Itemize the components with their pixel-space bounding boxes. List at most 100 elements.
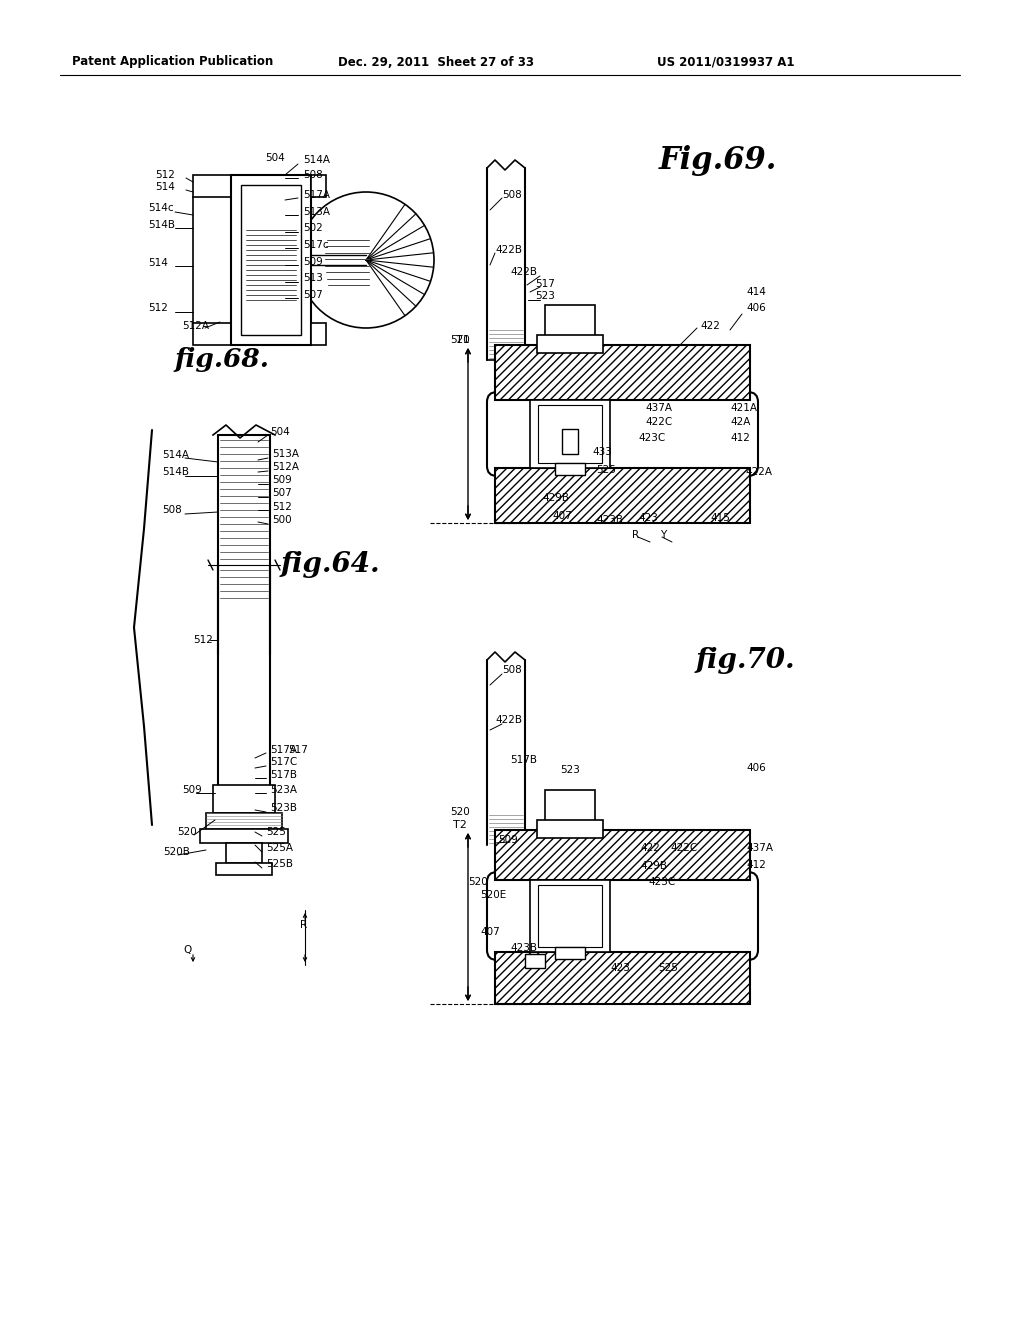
Text: 433: 433 (592, 447, 612, 457)
Bar (495, 469, 750, 523)
Bar (231, 176, 311, 345)
Text: 517A: 517A (270, 744, 297, 755)
Bar (213, 785, 275, 813)
Bar (241, 185, 301, 335)
Bar (495, 345, 750, 400)
Bar (200, 829, 288, 843)
Text: 508: 508 (303, 170, 323, 180)
Text: 422B: 422B (510, 267, 537, 277)
Text: 520: 520 (450, 335, 470, 345)
Text: 422A: 422A (745, 467, 772, 477)
Text: 517B: 517B (270, 770, 297, 780)
Text: 520: 520 (450, 807, 470, 817)
Text: 523A: 523A (270, 785, 297, 795)
Bar (206, 813, 282, 829)
Text: 422B: 422B (495, 246, 522, 255)
Bar (537, 335, 603, 352)
Bar (495, 830, 750, 880)
Bar (538, 884, 602, 946)
Bar (537, 820, 603, 838)
FancyBboxPatch shape (487, 392, 758, 477)
Text: Y: Y (660, 531, 667, 540)
Text: 407: 407 (552, 511, 571, 521)
Bar (530, 880, 610, 952)
Text: 500: 500 (272, 515, 292, 525)
Text: 523B: 523B (270, 803, 297, 813)
Text: 520E: 520E (480, 890, 506, 900)
Text: Patent Application Publication: Patent Application Publication (72, 55, 273, 69)
Bar (495, 952, 750, 1005)
Text: 423: 423 (610, 964, 630, 973)
Text: 514c: 514c (148, 203, 174, 213)
Bar (311, 323, 326, 345)
Text: 512: 512 (193, 635, 213, 645)
Text: 415: 415 (710, 513, 730, 523)
Text: 423C: 423C (638, 433, 666, 444)
Text: 423C: 423C (648, 876, 675, 887)
Text: 525: 525 (658, 964, 678, 973)
Text: US 2011/0319937 A1: US 2011/0319937 A1 (657, 55, 795, 69)
Text: 517c: 517c (303, 240, 329, 249)
Text: 517: 517 (288, 744, 308, 755)
Text: 429B: 429B (542, 492, 569, 503)
Text: 509: 509 (272, 475, 292, 484)
Text: 508: 508 (502, 190, 522, 201)
Text: 509: 509 (182, 785, 202, 795)
Text: 507: 507 (272, 488, 292, 498)
Text: 412: 412 (730, 433, 750, 444)
Text: Dec. 29, 2011  Sheet 27 of 33: Dec. 29, 2011 Sheet 27 of 33 (338, 55, 534, 69)
Text: 509: 509 (303, 257, 323, 267)
Text: 423B: 423B (510, 942, 537, 953)
Bar (311, 176, 326, 197)
Text: T1: T1 (456, 335, 470, 345)
Text: 514: 514 (155, 182, 175, 191)
Bar (530, 400, 610, 469)
Text: 520: 520 (468, 876, 487, 887)
Text: 437A: 437A (746, 843, 773, 853)
Bar (193, 323, 231, 345)
Text: 406: 406 (746, 304, 766, 313)
Text: 429B: 429B (640, 861, 667, 871)
Text: 525B: 525B (266, 859, 293, 869)
Text: 523: 523 (535, 290, 555, 301)
Text: 504: 504 (265, 153, 285, 162)
Text: 512A: 512A (182, 321, 209, 331)
Bar (562, 429, 578, 454)
Text: 513A: 513A (272, 449, 299, 459)
Text: 514B: 514B (162, 467, 189, 477)
Text: 523: 523 (560, 766, 580, 775)
Text: 509: 509 (498, 836, 518, 845)
Text: 437A: 437A (645, 403, 672, 413)
Text: 525: 525 (266, 828, 286, 837)
Text: 514A: 514A (303, 154, 330, 165)
Text: 422: 422 (700, 321, 720, 331)
Text: 514A: 514A (162, 450, 189, 459)
Bar (555, 946, 585, 960)
Text: 422B: 422B (495, 715, 522, 725)
Text: 422C: 422C (670, 843, 697, 853)
Text: 512: 512 (148, 304, 168, 313)
FancyBboxPatch shape (487, 873, 758, 960)
Bar (193, 176, 231, 197)
Text: 423: 423 (638, 513, 657, 523)
Text: Fig.69.: Fig.69. (658, 144, 777, 176)
Text: 414: 414 (746, 286, 766, 297)
Text: 525A: 525A (266, 843, 293, 853)
Text: 412: 412 (746, 861, 766, 870)
Text: 508: 508 (502, 665, 522, 675)
Text: 514: 514 (148, 257, 168, 268)
Text: R: R (300, 920, 307, 931)
Text: 407: 407 (480, 927, 500, 937)
Text: 508: 508 (162, 506, 181, 515)
Text: 517B: 517B (510, 755, 537, 766)
Text: 514B: 514B (148, 220, 175, 230)
Text: T2: T2 (453, 820, 467, 830)
Bar (525, 954, 545, 968)
Text: Q: Q (183, 945, 191, 954)
Text: fig.70.: fig.70. (695, 647, 795, 673)
Text: fig.64.: fig.64. (281, 552, 380, 578)
Text: 520B: 520B (163, 847, 189, 857)
Text: 513: 513 (303, 273, 323, 282)
Text: 422: 422 (640, 843, 659, 853)
Bar (545, 305, 595, 345)
